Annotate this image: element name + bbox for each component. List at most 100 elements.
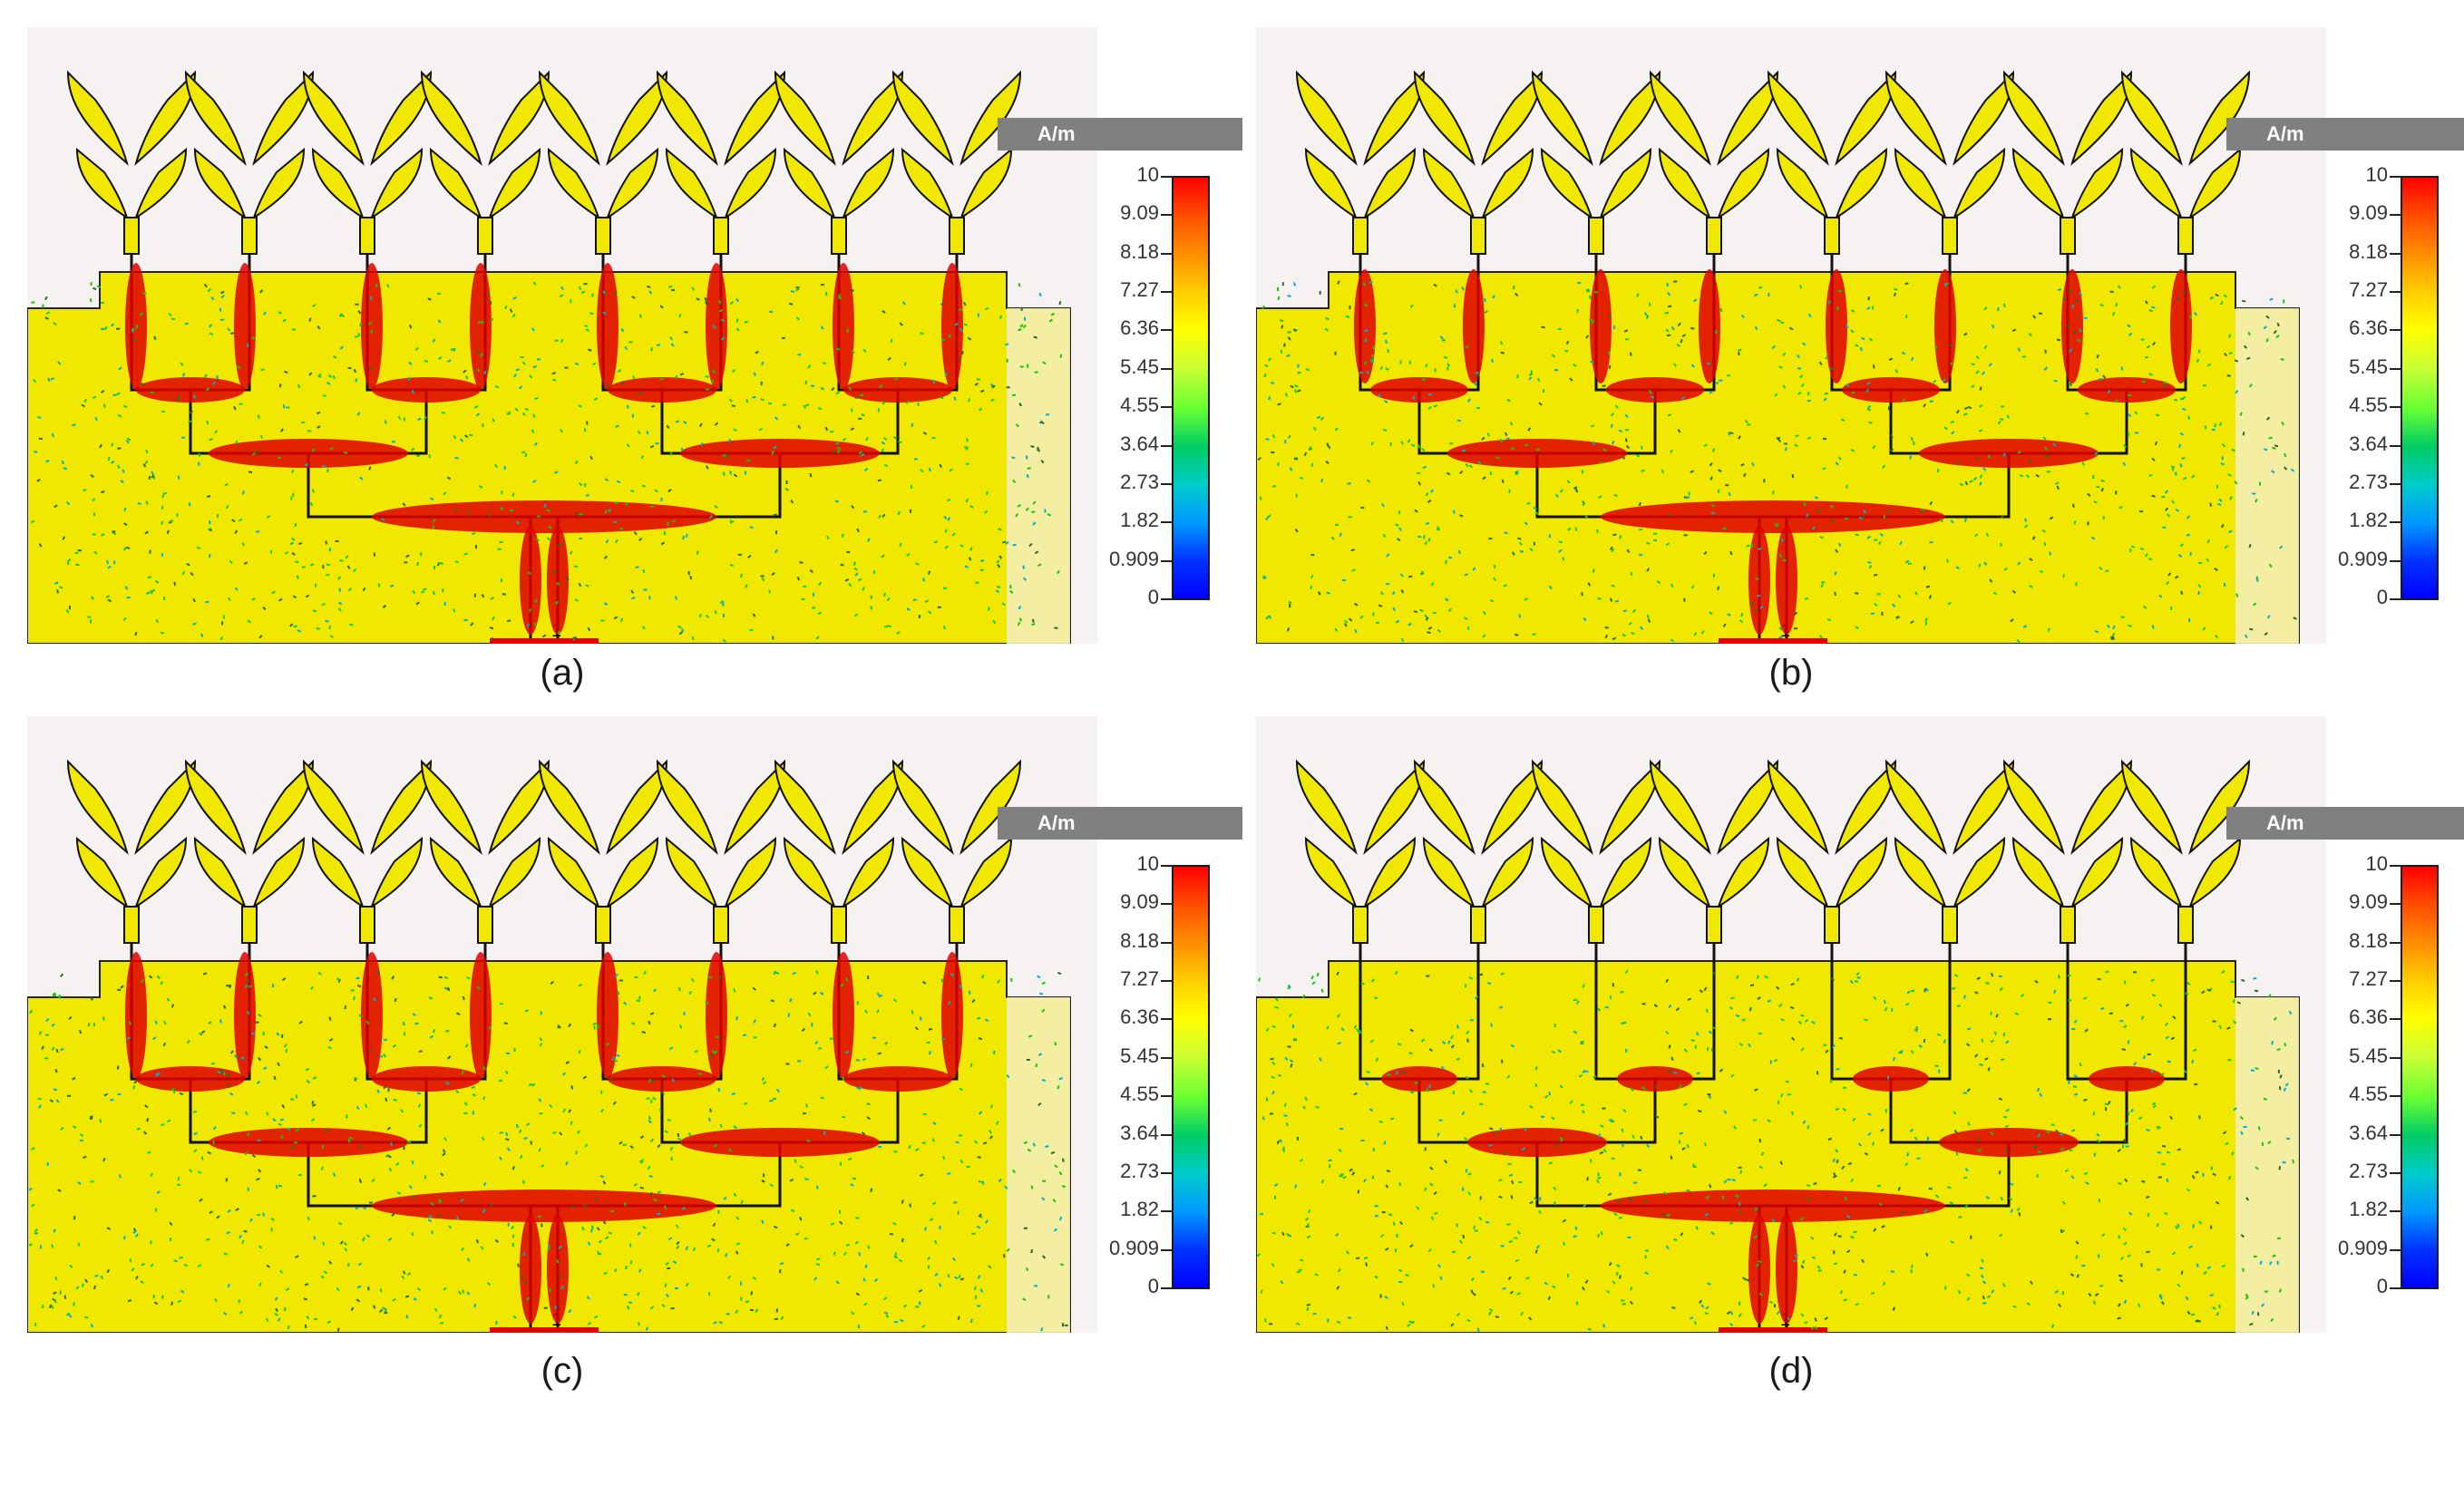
field-vector [262, 1031, 265, 1036]
field-vector [1633, 1181, 1638, 1184]
field-vector [279, 1269, 284, 1274]
field-vector [1966, 1296, 1971, 1301]
field-vector [616, 1054, 620, 1057]
field-vector [432, 338, 436, 343]
field-vector [304, 462, 309, 467]
field-vector [840, 563, 844, 567]
field-vector [998, 315, 1003, 320]
field-vector [355, 303, 359, 306]
field-vector [1584, 1070, 1589, 1073]
field-vector [1596, 1007, 1602, 1012]
field-vector [2285, 1137, 2291, 1141]
field-vector [1277, 403, 1281, 406]
field-vector [687, 1131, 692, 1137]
field-vector [746, 459, 751, 462]
field-vector [237, 364, 241, 370]
field-vector [1384, 1296, 1388, 1299]
field-vector [1360, 1140, 1365, 1141]
field-vector [1535, 448, 1540, 452]
field-vector [311, 1100, 315, 1105]
field-vector [1287, 434, 1291, 439]
field-vector [170, 1004, 175, 1008]
field-vector [2151, 1102, 2157, 1106]
field-vector [492, 418, 495, 422]
field-vector [801, 597, 805, 601]
field-vector [1945, 558, 1950, 563]
field-vector [2263, 325, 2267, 330]
field-vector [1310, 975, 1314, 980]
field-vector [715, 1035, 720, 1039]
field-vector [1760, 1151, 1765, 1156]
field-vector [1629, 352, 1632, 356]
field-vector [256, 450, 260, 454]
field-vector [733, 1192, 737, 1198]
field-vector [1703, 986, 1708, 992]
panel-caption: (a) [540, 653, 585, 693]
field-vector [1638, 553, 1643, 557]
field-vector [1644, 1249, 1649, 1252]
field-vector [96, 285, 102, 289]
field-vector [637, 1291, 640, 1296]
field-vector [1670, 449, 1673, 453]
legend-tick-label: 7.27 [2349, 967, 2388, 991]
field-vector [928, 610, 932, 615]
field-vector [943, 515, 948, 520]
leaf-element [420, 70, 550, 255]
field-vector [2209, 1294, 2214, 1296]
legend-tick-mark [2390, 1018, 2402, 1021]
field-vector [45, 1017, 50, 1023]
field-vector [1883, 999, 1886, 1005]
field-vector [1866, 306, 1871, 310]
field-vector [395, 1161, 400, 1166]
field-vector [285, 1048, 288, 1054]
field-vector [156, 1190, 161, 1195]
field-vector [2139, 548, 2145, 550]
field-vector [123, 522, 128, 527]
field-vector [729, 519, 733, 524]
field-vector [1711, 971, 1717, 976]
field-vector [1966, 1027, 1972, 1031]
field-vector [1458, 1239, 1463, 1245]
field-vector [1347, 482, 1351, 485]
field-vector [740, 573, 743, 578]
legend-tick-mark [2390, 291, 2402, 294]
field-vector [990, 398, 995, 403]
field-vector [2061, 1291, 2065, 1296]
field-vector [1547, 1296, 1552, 1301]
field-vector [66, 560, 70, 566]
field-vector [2256, 578, 2259, 582]
field-vector [1462, 1187, 1465, 1191]
field-vector [1604, 626, 1609, 629]
field-vector [1437, 1264, 1442, 1268]
field-vector [1286, 1232, 1290, 1238]
field-vector [2241, 299, 2246, 303]
field-vector [810, 384, 815, 387]
field-vector [585, 328, 590, 332]
field-vector [350, 989, 355, 992]
field-vector [1018, 403, 1022, 407]
field-vector [804, 403, 810, 407]
field-vector [2146, 1250, 2150, 1253]
field-vector [134, 1233, 139, 1238]
field-vector [118, 1174, 122, 1179]
field-vector [670, 1307, 675, 1310]
field-vector [803, 585, 807, 587]
field-vector [537, 1215, 541, 1219]
field-vector [72, 1076, 76, 1081]
field-vector [84, 1278, 89, 1284]
field-vector [1718, 469, 1722, 473]
field-vector [1668, 1044, 1671, 1049]
field-vector [1271, 451, 1275, 454]
field-vector [628, 1243, 632, 1248]
field-vector [244, 1151, 248, 1156]
field-vector [2228, 334, 2232, 338]
field-vector [706, 1244, 712, 1248]
field-vector [1612, 983, 1615, 987]
field-vector [1478, 973, 1484, 976]
field-vector [1414, 1082, 1418, 1084]
field-vector [772, 636, 774, 640]
field-vector [631, 596, 636, 600]
field-vector [1327, 1318, 1329, 1323]
field-vector [1619, 1172, 1622, 1177]
field-vector [506, 1147, 511, 1151]
